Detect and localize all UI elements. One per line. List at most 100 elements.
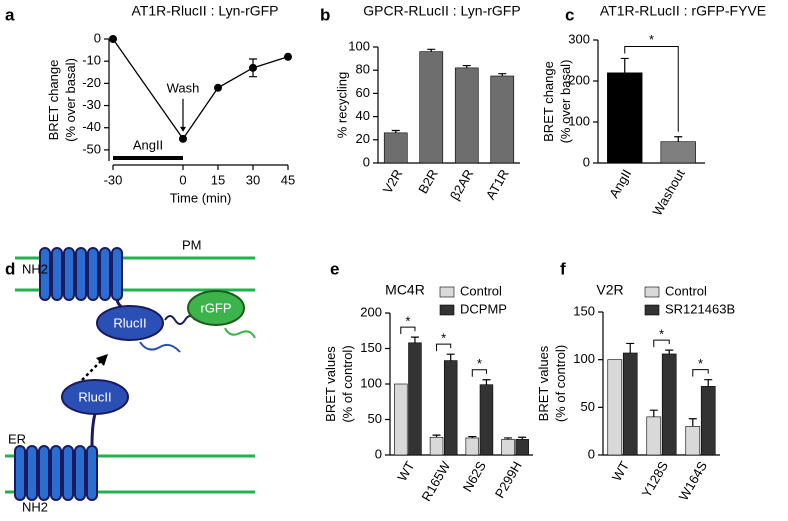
x-tick-label: N62S [460, 458, 489, 494]
bar [700, 386, 716, 456]
x-tick-label: B2R [415, 167, 441, 196]
bar [419, 51, 444, 164]
y-tick-label: -10 [82, 53, 101, 68]
error-bar [498, 73, 507, 76]
bar [479, 384, 494, 456]
emission [139, 341, 181, 353]
panel-letter: a [5, 5, 15, 24]
y-tick-label: 200 [360, 304, 382, 319]
y-tick-label: 80 [356, 62, 370, 77]
panel-letter: e [330, 259, 339, 278]
y-tick-label: 100 [573, 351, 595, 366]
label: RlucII [78, 389, 111, 404]
bar [490, 75, 515, 164]
y-tick-label: 100 [568, 113, 590, 128]
receptor [39, 247, 123, 301]
y-axis-label: BRET change [46, 60, 61, 141]
y-tick-label: 100 [360, 375, 382, 390]
label: ER [8, 431, 26, 446]
point [179, 134, 187, 143]
error-bar [391, 129, 400, 133]
y-tick-label: 300 [568, 31, 590, 46]
x-tick-label: P299H [492, 459, 525, 501]
error-bar [468, 435, 477, 438]
bar [515, 439, 529, 456]
y-axis-label: BRET change [541, 61, 556, 142]
chart-title: MC4R [385, 282, 425, 298]
bar [622, 352, 638, 456]
x-tick-label: 15 [211, 172, 225, 187]
x-tick-label: AT1R [483, 167, 512, 202]
significance-bracket [692, 369, 709, 377]
y-tick-label: 40 [356, 108, 370, 123]
error-bar [410, 336, 419, 343]
point [249, 63, 257, 72]
error-bar [462, 64, 471, 68]
panel-letter: b [320, 5, 330, 24]
rlucii [96, 305, 164, 341]
significance-bracket [624, 45, 679, 132]
x-tick-label: -30 [104, 172, 123, 187]
error-bar [665, 349, 674, 354]
y-axis-label: (% over basal) [558, 60, 573, 144]
y-tick-label: 50 [581, 399, 595, 414]
point [214, 83, 222, 92]
y-tick-label: 100 [348, 38, 370, 53]
y-tick-label: 0 [363, 154, 370, 169]
x-tick-label: β2AR [447, 167, 476, 203]
point [284, 52, 292, 61]
x-tick-label: 30 [246, 172, 260, 187]
diagram-d: d NH2 PM RlucII rGFP RlucII ER [5, 237, 256, 514]
significance-star: * [477, 356, 482, 371]
line [112, 38, 289, 140]
x-axis-label: Time (min) [170, 190, 232, 205]
y-axis-label: % recycling [334, 72, 349, 138]
bar [429, 436, 444, 456]
error-bar [482, 379, 491, 385]
x-tick-label: 45 [281, 172, 295, 187]
x-tick-label: WT [609, 459, 632, 484]
error-bar [620, 57, 629, 73]
error-bar [704, 379, 713, 387]
error-bar [518, 436, 527, 440]
error-bar [446, 353, 455, 361]
significance-star: * [649, 32, 654, 47]
significance-bracket [653, 339, 670, 348]
y-tick-label: -40 [82, 119, 101, 134]
linker [164, 315, 196, 325]
panel-letter: f [560, 259, 566, 278]
bar [661, 353, 677, 456]
c-tail [90, 413, 97, 447]
bar [394, 383, 408, 456]
bar [607, 359, 623, 456]
arrowhead [96, 354, 108, 366]
legend-label: DCPMP [460, 301, 507, 316]
bar [607, 72, 643, 164]
panel-letter: d [5, 259, 15, 278]
label: NH2 [22, 499, 48, 514]
y-tick-label: -50 [82, 141, 101, 156]
bar [408, 342, 422, 456]
error-bar [649, 409, 658, 417]
point [109, 35, 117, 43]
significance-bracket [471, 369, 487, 377]
bar [646, 416, 662, 456]
x-tick-label: AngII [606, 167, 634, 201]
bar [383, 132, 408, 164]
x-tick-label: R165W [419, 458, 454, 504]
y-axis-label: (% of control) [553, 345, 568, 422]
significance-bracket [400, 326, 416, 335]
y-tick-label: -30 [82, 97, 101, 112]
label: RlucII [113, 315, 146, 330]
chart-title: V2R [596, 282, 623, 298]
y-tick-label: -20 [82, 75, 101, 90]
legend-swatch [644, 286, 660, 298]
x-tick-label: WT [394, 459, 417, 484]
error-bar [688, 418, 697, 427]
x-tick-label: V2R [380, 167, 406, 196]
y-axis-label: BRET values [323, 346, 338, 422]
error-bar [504, 437, 513, 440]
legend-swatch [439, 286, 455, 298]
significance-star: * [698, 356, 703, 371]
